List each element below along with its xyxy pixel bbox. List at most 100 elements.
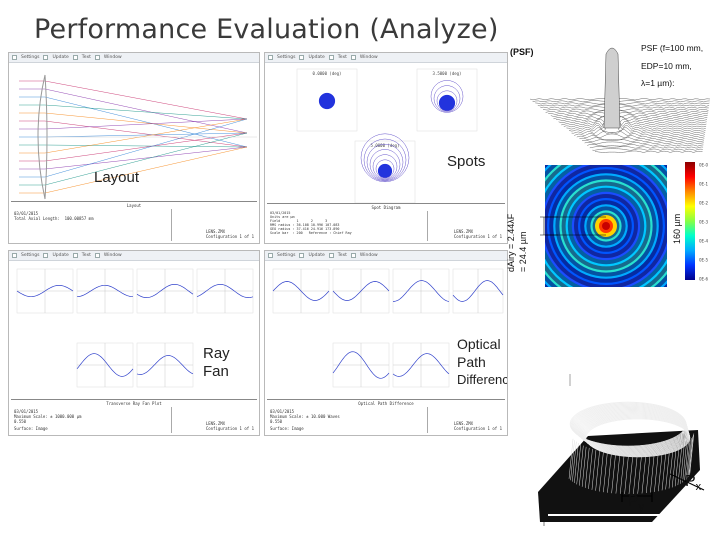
psf-params-line1: PSF (f=100 mm, [641, 43, 704, 53]
spot-ring [436, 90, 458, 112]
toolbar-window[interactable]: Window [359, 253, 378, 258]
toolbar-update[interactable]: Update [52, 253, 69, 258]
settings-icon[interactable] [268, 253, 273, 258]
psf-mesh-line [592, 148, 703, 151]
opd-1b-curve [332, 281, 390, 301]
psf-mesh-line [529, 98, 711, 101]
toolbar-text[interactable]: Text [337, 55, 347, 60]
psf-params-line2: EDP=10 mm, [641, 61, 692, 71]
toolbar-settings[interactable]: Settings [277, 253, 296, 258]
opd-2a-curve [393, 280, 450, 302]
toolbar-text[interactable]: Text [81, 55, 91, 60]
pupil-wall [584, 447, 590, 488]
rayfan-callout-line1: Ray [203, 345, 230, 362]
opd-file-info: LENS.ZMX Configuration 1 of 1 [453, 421, 502, 431]
py-label: Py [628, 493, 645, 514]
layout-ray [19, 132, 248, 186]
opd-toolbar: Settings Update Text Window [265, 251, 507, 261]
update-icon[interactable] [43, 253, 49, 258]
toolbar-settings[interactable]: Settings [21, 55, 40, 60]
pupil-wall [579, 445, 584, 486]
pupil-wall [607, 452, 612, 493]
update-icon[interactable] [299, 253, 305, 258]
spot-ring [369, 149, 401, 180]
spot-ring [363, 138, 407, 182]
opd-callout-line1: Optical [457, 336, 501, 352]
rayfan-surface: Surface: Image [14, 426, 48, 431]
opd-callout-line3: Difference [457, 372, 507, 387]
toolbar-update[interactable]: Update [52, 55, 69, 60]
psf-mesh-line [589, 146, 704, 149]
rayfan-callout-line2: Fan [203, 363, 229, 380]
pupil-wall [595, 450, 600, 491]
spot-field-2: 3.5000 (deg) [433, 71, 462, 76]
colorbar-tick-label: 0E-5 [699, 258, 709, 263]
window-icon[interactable] [94, 253, 100, 258]
fan-1b-curve [76, 284, 133, 298]
window-icon[interactable] [94, 55, 100, 60]
pupil-wall [581, 446, 587, 487]
settings-icon[interactable] [12, 253, 17, 258]
text-icon[interactable] [72, 55, 78, 60]
text-icon[interactable] [328, 253, 334, 258]
layout-ray [19, 112, 248, 134]
toolbar-text[interactable]: Text [81, 253, 91, 258]
settings-icon[interactable] [268, 55, 273, 60]
pupil-wall [633, 453, 638, 494]
opd-callout-line2: Path [457, 354, 486, 370]
pupil-wall [661, 450, 667, 491]
psf-mesh-line [568, 109, 706, 132]
rayfan-plot [16, 268, 254, 388]
fan-2b-curve [196, 284, 254, 298]
rayfan-caption: Transverse Ray Fan Plot [106, 401, 162, 406]
psf-peak [602, 222, 610, 230]
psf-mesh-line [566, 73, 706, 130]
toolbar-window[interactable]: Window [103, 253, 122, 258]
window-icon[interactable] [350, 253, 356, 258]
layout-ray [19, 144, 248, 148]
psf-mesh-line [553, 114, 708, 120]
footer-divider [427, 407, 428, 433]
fan-3a-curve [76, 353, 134, 377]
pupil-wall [680, 443, 685, 484]
psf-mesh-line [584, 141, 704, 145]
footer-divider [171, 209, 172, 241]
toolbar-update[interactable]: Update [308, 55, 325, 60]
spot-pattern-3 [360, 133, 410, 183]
psf-mesh-line [550, 114, 708, 118]
settings-icon[interactable] [12, 55, 17, 60]
layout-ray [19, 118, 248, 178]
pupil-wall [665, 449, 670, 490]
toolbar-window[interactable]: Window [103, 55, 122, 60]
pupil-wall [682, 442, 687, 483]
pupil-wall [650, 452, 655, 493]
airy-label-text: dAiry = 2.44λF [506, 213, 516, 272]
toolbar-update[interactable]: Update [308, 253, 325, 258]
psf-mesh-line [579, 137, 705, 141]
window-icon[interactable] [350, 55, 356, 60]
toolbar-settings[interactable]: Settings [21, 253, 40, 258]
pupil-contour [585, 418, 691, 458]
layout-ray [19, 80, 248, 120]
spot-field-1: 0.0000 (deg) [313, 71, 342, 76]
update-icon[interactable] [299, 55, 305, 60]
update-icon[interactable] [43, 55, 49, 60]
toolbar-text[interactable]: Text [337, 253, 347, 258]
extent-label: 160 µm [672, 214, 682, 244]
text-icon[interactable] [72, 253, 78, 258]
pupil-wall [611, 453, 616, 494]
pupil-wall [689, 433, 695, 474]
toolbar-window[interactable]: Window [359, 55, 378, 60]
layout-info: 03/01/2015 Total Axial Length: 100.00857… [14, 211, 94, 221]
toolbar-settings[interactable]: Settings [277, 55, 296, 60]
pupil-wall [591, 449, 597, 490]
pupil-wall [689, 435, 694, 476]
layout-callout: Layout [94, 169, 140, 186]
pupil-wall [674, 446, 680, 487]
psf-mesh-line [594, 150, 703, 153]
text-icon[interactable] [328, 55, 334, 60]
layout-ray [19, 88, 248, 134]
colorbar-tick-label: 0E-3 [699, 220, 709, 225]
spot-box-1 [296, 68, 358, 132]
spot-ring [375, 159, 395, 179]
